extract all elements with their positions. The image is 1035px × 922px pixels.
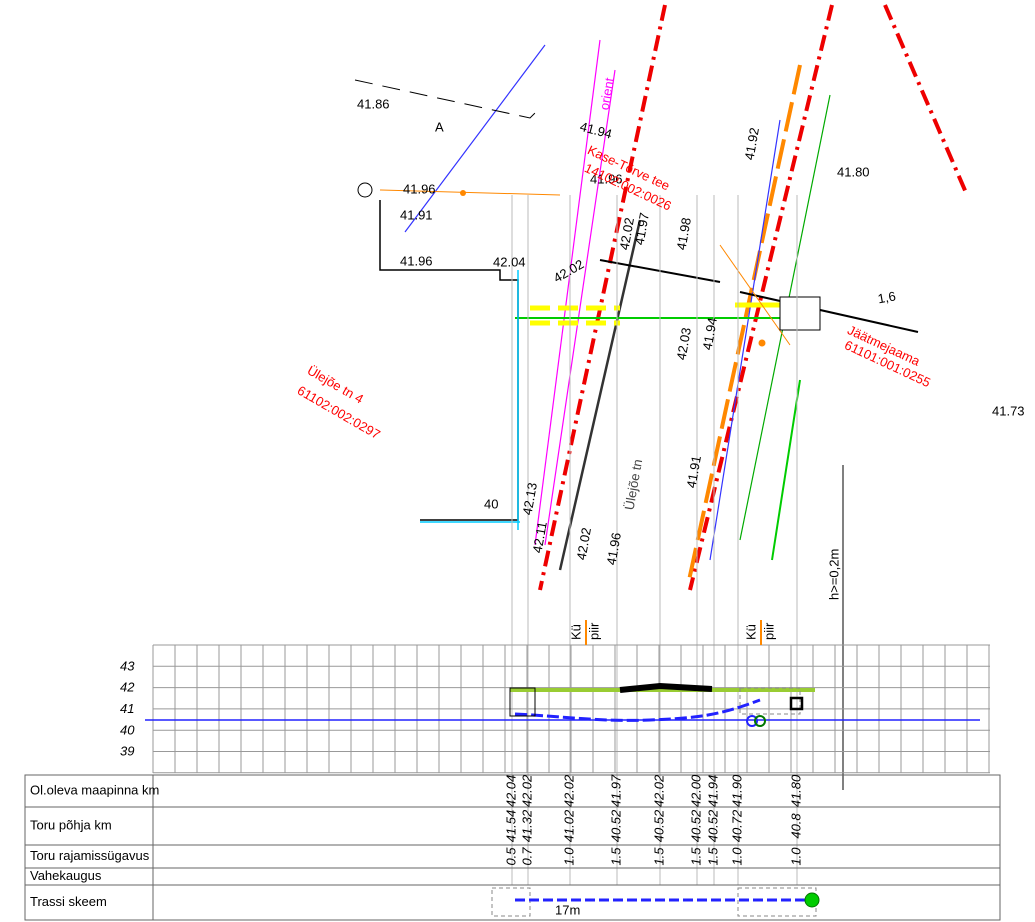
elevation: 41.91 [400, 207, 433, 222]
elevation: 42.02 [574, 526, 594, 561]
row-value: 41.02 [561, 809, 576, 842]
marker-code: Kü [743, 624, 758, 640]
row-value: 40.52 [705, 809, 720, 842]
orient-label: orient [597, 76, 617, 111]
row-value: 0.7 [519, 847, 534, 866]
elevation: 41.86 [357, 96, 390, 111]
row-label: Toru põhja km [30, 817, 112, 832]
elevation: 41.94 [578, 119, 613, 142]
clearance-label: h>=0,2m [826, 549, 841, 600]
hatch-box [738, 888, 816, 916]
level-label: 43 [120, 658, 135, 673]
scheme-length: 17m [555, 902, 580, 917]
elevation: 41.96 [604, 531, 624, 566]
elevation: 41.94 [700, 316, 720, 351]
elevation: 42.03 [674, 326, 694, 361]
row-value: 41.80 [788, 774, 803, 807]
elevation: 41.97 [632, 211, 652, 246]
distance-label: 1,6 [877, 288, 897, 306]
row-value: 1.0 [729, 847, 744, 866]
row-value: 41.97 [608, 774, 623, 807]
row-value: 0.5 [503, 847, 518, 866]
row-value: 1.5 [608, 847, 623, 866]
row-label: Toru rajamissügavus [30, 848, 150, 863]
row-value: 1.5 [651, 847, 666, 866]
row-value: 41.32 [519, 809, 534, 842]
row-value: 41.54 [503, 810, 518, 843]
elevation: 42.04 [493, 254, 526, 269]
marker-code: Kü [568, 624, 583, 640]
marker-label: piir [586, 622, 601, 640]
cad-drawing: 41.8641.9441.9641.9141.9641.9642.0442.02… [0, 0, 1035, 922]
level-label: 39 [120, 744, 134, 759]
row-value: 40.72 [729, 809, 744, 842]
row-value: 1.5 [688, 847, 703, 866]
elevation: 41.96 [403, 181, 436, 196]
row-value: 42.02 [651, 774, 666, 807]
row-label: Trassi skeem [30, 894, 107, 909]
row-label: Ol.oleva maapinna km [30, 782, 159, 797]
scheme-node [805, 893, 819, 907]
height-label: 40 [484, 496, 498, 511]
row-value: 42.04 [503, 775, 518, 808]
plan-lines [355, 5, 967, 790]
point-label: A [435, 119, 444, 134]
row-value: 40.8 [788, 813, 803, 839]
level-label: 42 [120, 680, 135, 695]
row-value: 1.0 [788, 847, 803, 866]
elevation: 41.73 [992, 403, 1025, 418]
elevation: 41.98 [674, 216, 694, 251]
row-value: 40.52 [651, 809, 666, 842]
row-value: 42.02 [561, 774, 576, 807]
elevation: 42.13 [520, 481, 540, 516]
row-value: 40.52 [608, 809, 623, 842]
level-label: 41 [120, 701, 134, 716]
row-value: 41.90 [729, 774, 744, 807]
row-value: 1.5 [705, 847, 720, 866]
row-value: 42.00 [688, 774, 703, 807]
level-label: 40 [120, 722, 135, 737]
elevation: 41.96 [400, 253, 433, 268]
elevation: 42.11 [530, 520, 550, 554]
row-value: 41.94 [705, 775, 720, 808]
hatch-box [492, 888, 530, 916]
street-label: Ülejõe tn [622, 458, 646, 511]
elevation: 41.92 [742, 126, 762, 161]
row-value: 42.02 [519, 774, 534, 807]
row-value: 1.0 [561, 847, 576, 866]
row-label: Vahekaugus [30, 868, 102, 883]
elevation: 41.80 [837, 164, 870, 179]
elevation: 41.91 [684, 454, 704, 489]
marker-label: piir [761, 622, 776, 640]
hatch-box [510, 688, 535, 716]
row-value: 40.52 [688, 809, 703, 842]
